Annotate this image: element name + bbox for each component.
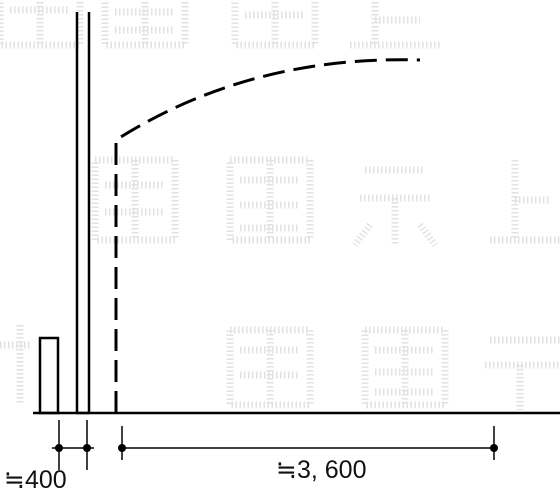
fence-post — [38, 336, 60, 415]
watermark — [0, 0, 560, 410]
tall-pole — [75, 12, 91, 415]
watermark-row-2 — [91, 156, 560, 248]
dimension-left-gap — [52, 420, 94, 470]
watermark-row-1 — [0, 0, 440, 49]
dashed-canopy-outline — [114, 58, 421, 413]
dimension-span-label: ≒3, 600 — [276, 456, 366, 484]
dimension-left-gap-label: ≒400 — [4, 466, 67, 494]
dimension-span — [118, 426, 498, 460]
watermark-row-3 — [0, 325, 560, 410]
